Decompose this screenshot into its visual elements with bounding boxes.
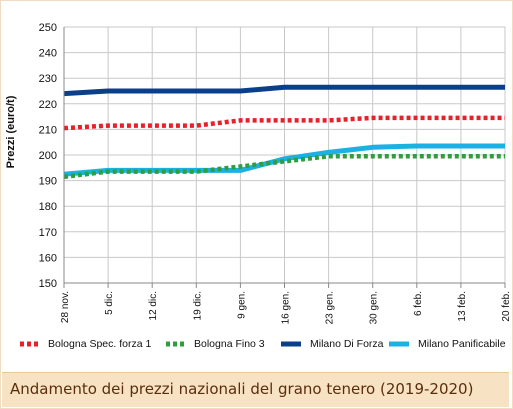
- legend-item-bologna-fino-3: Bologna Fino 3: [164, 338, 265, 350]
- legend-label: Milano Panificabile: [418, 338, 506, 350]
- legend-label: Bologna Fino 3: [194, 338, 265, 350]
- series-line-bologna-fino-3: [63, 154, 505, 180]
- y-tick-label: 200: [39, 150, 57, 162]
- legend-swatch-green-dotted: [164, 338, 186, 350]
- axis-layer: 150 160 170 180 190 200 210 220 230 240 250 28 nov.…: [39, 22, 512, 324]
- legend-item-milano-di-forza: Milano Di Forza: [280, 338, 384, 350]
- chart-title: Andamento dei prezzi nazionali del grano…: [10, 380, 474, 398]
- grid-layer: [63, 26, 506, 284]
- y-axis-label: Prezzi (euro/t): [5, 95, 17, 168]
- y-tick-label: 190: [39, 176, 57, 188]
- x-tick-label: 16 gen.: [281, 291, 292, 324]
- x-tick-label: 5 dic.: [104, 291, 115, 315]
- x-tick-label: 9 gen.: [236, 291, 247, 319]
- x-tick-label: 30 gen.: [369, 291, 380, 324]
- series-layer: [63, 84, 505, 180]
- y-tick-label: 170: [39, 227, 57, 239]
- x-tick-label: 20 feb.: [501, 291, 512, 322]
- y-tick-label: 150: [39, 278, 57, 290]
- legend-swatch-red-dotted: [18, 338, 40, 350]
- y-tick-label: 160: [39, 252, 57, 264]
- x-tick-label: 23 gen.: [325, 291, 336, 324]
- legend-swatch-cyan-solid: [388, 338, 410, 350]
- x-tick-label: 19 dic.: [192, 291, 203, 320]
- y-tick-label: 210: [39, 124, 57, 136]
- legend-swatch-navy-solid: [280, 338, 302, 350]
- legend-item-milano-panificabile: Milano Panificabile: [388, 338, 506, 350]
- x-tick-label: 12 dic.: [148, 291, 159, 320]
- series-line-bologna-spec-forza-1: [63, 115, 505, 131]
- legend-label: Milano Di Forza: [310, 338, 384, 350]
- y-tick-label: 250: [39, 22, 57, 34]
- y-tick-label: 220: [39, 99, 57, 111]
- y-tick-label: 230: [39, 73, 57, 85]
- x-tick-label: 6 feb.: [413, 291, 424, 316]
- series-line-milano-di-forza: [63, 84, 505, 97]
- y-tick-label: 180: [39, 201, 57, 213]
- chart-legend: Bologna Spec. forza 1 Bologna Fino 3 Mil…: [18, 338, 508, 358]
- x-tick-label: 13 feb.: [457, 291, 468, 322]
- chart-title-bar: Andamento dei prezzi nazionali del grano…: [2, 372, 509, 407]
- x-tick-label: 28 nov.: [60, 291, 71, 323]
- legend-label: Bologna Spec. forza 1: [48, 338, 152, 350]
- y-tick-label: 240: [39, 48, 57, 60]
- legend-item-bologna-spec-forza-1: Bologna Spec. forza 1: [18, 338, 151, 350]
